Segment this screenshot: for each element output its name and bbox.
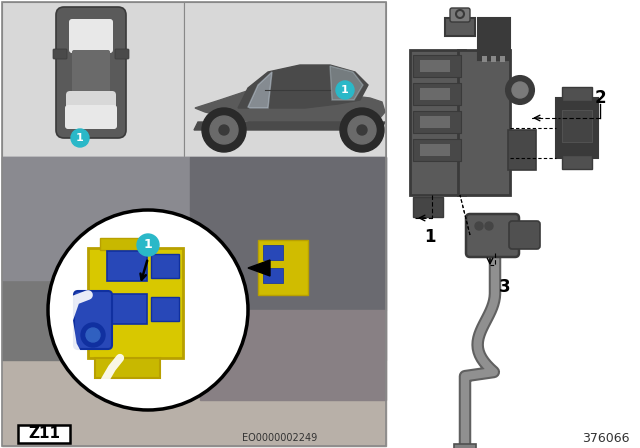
FancyBboxPatch shape [53, 49, 67, 59]
Bar [420, 60, 450, 72]
Bar [413, 55, 461, 77]
Polygon shape [2, 260, 386, 360]
Polygon shape [190, 157, 386, 310]
Polygon shape [330, 66, 363, 100]
FancyBboxPatch shape [69, 19, 113, 53]
FancyBboxPatch shape [56, 7, 126, 138]
Polygon shape [2, 157, 190, 280]
Text: 3: 3 [499, 278, 511, 296]
Bar [2, 157, 386, 446]
FancyBboxPatch shape [478, 18, 510, 60]
Bar [184, 2, 386, 157]
Circle shape [137, 234, 159, 256]
FancyBboxPatch shape [508, 130, 536, 170]
Bar [392, 2, 638, 446]
Bar [413, 83, 461, 105]
Text: EO0000002249: EO0000002249 [243, 433, 317, 443]
Polygon shape [248, 260, 270, 276]
Polygon shape [195, 88, 385, 126]
FancyBboxPatch shape [95, 358, 160, 378]
Bar [2, 2, 184, 157]
FancyBboxPatch shape [263, 245, 283, 260]
FancyBboxPatch shape [151, 297, 179, 321]
Circle shape [48, 210, 248, 410]
FancyBboxPatch shape [450, 8, 470, 22]
FancyBboxPatch shape [466, 214, 519, 257]
FancyBboxPatch shape [263, 268, 283, 283]
FancyBboxPatch shape [88, 248, 183, 358]
FancyBboxPatch shape [509, 221, 540, 249]
FancyBboxPatch shape [556, 98, 598, 158]
FancyBboxPatch shape [151, 254, 179, 278]
Text: 1: 1 [424, 228, 436, 246]
Polygon shape [2, 360, 386, 446]
FancyBboxPatch shape [413, 197, 443, 217]
FancyBboxPatch shape [258, 240, 308, 295]
Circle shape [202, 108, 246, 152]
FancyBboxPatch shape [562, 155, 592, 169]
Bar [500, 56, 505, 62]
Circle shape [71, 129, 89, 147]
Bar [413, 139, 461, 161]
FancyBboxPatch shape [445, 18, 475, 36]
Circle shape [485, 222, 493, 230]
FancyBboxPatch shape [72, 50, 110, 94]
Circle shape [219, 125, 229, 135]
FancyBboxPatch shape [410, 50, 465, 195]
Polygon shape [238, 65, 368, 108]
Polygon shape [2, 157, 386, 260]
Circle shape [348, 116, 376, 144]
Text: 2: 2 [594, 89, 606, 107]
FancyBboxPatch shape [18, 425, 70, 443]
Bar [2, 2, 386, 446]
Bar [562, 110, 592, 142]
FancyBboxPatch shape [74, 291, 112, 349]
Circle shape [475, 222, 483, 230]
Circle shape [86, 328, 100, 342]
Text: Z11: Z11 [28, 426, 60, 441]
Polygon shape [200, 310, 386, 400]
FancyBboxPatch shape [65, 105, 117, 129]
Circle shape [506, 76, 534, 104]
Text: 1: 1 [143, 238, 152, 251]
Bar [420, 144, 450, 156]
Bar [482, 56, 487, 62]
Polygon shape [248, 72, 272, 108]
Polygon shape [194, 122, 385, 130]
Circle shape [336, 81, 354, 99]
Circle shape [357, 125, 367, 135]
Bar [491, 56, 496, 62]
Circle shape [210, 116, 238, 144]
FancyBboxPatch shape [107, 251, 147, 281]
Text: 376066: 376066 [582, 431, 630, 444]
Text: 1: 1 [76, 133, 84, 143]
Bar [420, 116, 450, 128]
Circle shape [340, 108, 384, 152]
FancyBboxPatch shape [115, 49, 129, 59]
FancyBboxPatch shape [66, 91, 116, 129]
Bar [413, 111, 461, 133]
FancyBboxPatch shape [562, 87, 592, 101]
Text: 1: 1 [341, 85, 349, 95]
FancyBboxPatch shape [454, 444, 476, 448]
FancyBboxPatch shape [107, 294, 147, 324]
FancyBboxPatch shape [458, 50, 510, 195]
Bar [420, 88, 450, 100]
Circle shape [81, 323, 105, 347]
FancyBboxPatch shape [100, 238, 155, 250]
Circle shape [512, 82, 528, 98]
